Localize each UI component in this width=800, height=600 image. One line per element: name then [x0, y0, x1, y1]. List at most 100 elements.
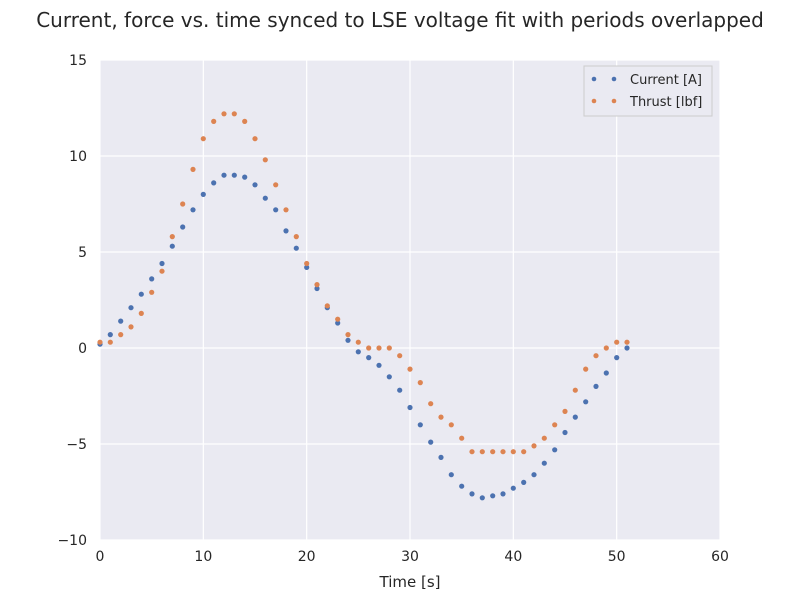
- thrust-point: [200, 136, 206, 142]
- legend-marker-thrust: [591, 98, 597, 104]
- thrust-point: [304, 260, 310, 267]
- current-point: [407, 404, 413, 411]
- x-tick-label: 0: [96, 549, 105, 565]
- y-tick-label: −10: [57, 533, 87, 549]
- current-point: [149, 276, 155, 282]
- legend: Current [A] Thrust [lbf]: [583, 65, 713, 117]
- current-point: [603, 370, 609, 376]
- current-point: [304, 264, 310, 270]
- thrust-point: [231, 111, 237, 117]
- current-point: [583, 399, 589, 405]
- thrust-point: [479, 449, 485, 455]
- current-point: [107, 332, 113, 338]
- thrust-point: [138, 310, 144, 316]
- current-point: [366, 355, 372, 361]
- current-point: [262, 195, 268, 201]
- thrust-point: [614, 339, 620, 345]
- thrust-point: [552, 422, 558, 428]
- y-tick-label: −5: [66, 437, 87, 453]
- thrust-point: [159, 268, 165, 274]
- legend-box: [583, 65, 713, 117]
- current-point: [273, 207, 279, 213]
- current-point: [283, 228, 289, 234]
- thrust-point: [541, 435, 547, 441]
- thrust-point: [97, 339, 103, 345]
- current-point: [521, 479, 527, 485]
- current-point: [293, 245, 299, 251]
- current-point: [541, 460, 547, 466]
- thrust-point: [376, 345, 382, 351]
- current-point: [180, 224, 186, 230]
- x-tick-label: 60: [711, 549, 729, 565]
- current-point: [128, 305, 134, 311]
- current-point: [624, 345, 630, 351]
- current-point: [593, 383, 599, 389]
- thrust-point: [510, 449, 516, 455]
- thrust-point: [293, 234, 299, 240]
- thrust-point: [221, 111, 227, 117]
- thrust-point: [562, 408, 568, 414]
- thrust-point: [118, 332, 124, 338]
- thrust-point: [335, 316, 341, 322]
- thrust-point: [624, 339, 630, 345]
- current-point: [221, 172, 227, 178]
- current-point: [345, 337, 351, 343]
- current-point: [397, 387, 403, 393]
- thrust-point: [386, 345, 392, 351]
- current-series: [97, 172, 630, 501]
- current-point: [479, 495, 485, 501]
- thrust-point: [572, 387, 578, 393]
- thrust-point: [603, 345, 609, 351]
- thrust-series: [97, 111, 630, 455]
- legend-label-current: Current [A]: [630, 73, 702, 88]
- thrust-point: [314, 282, 320, 288]
- current-point: [376, 362, 382, 368]
- thrust-point: [490, 449, 496, 455]
- thrust-point: [417, 380, 423, 386]
- current-point: [231, 172, 237, 178]
- current-point: [438, 454, 444, 460]
- current-point: [500, 491, 506, 497]
- current-point: [552, 447, 558, 453]
- current-point: [510, 485, 516, 491]
- thrust-point: [355, 339, 361, 345]
- current-point: [190, 207, 196, 213]
- current-point: [355, 349, 361, 355]
- thrust-point: [583, 366, 589, 372]
- thrust-point: [448, 422, 454, 428]
- current-point: [459, 483, 465, 489]
- thrust-point: [273, 182, 279, 188]
- current-point: [428, 439, 434, 445]
- legend-marker-thrust: [611, 98, 617, 104]
- x-tick-label: 10: [194, 549, 212, 565]
- thrust-point: [397, 353, 403, 359]
- current-point: [386, 374, 392, 380]
- current-point: [252, 182, 258, 188]
- current-point: [200, 191, 206, 197]
- current-point: [242, 174, 248, 180]
- thrust-point: [521, 449, 527, 455]
- x-tick-label: 30: [401, 549, 419, 565]
- thrust-point: [438, 414, 444, 420]
- current-point: [314, 285, 320, 292]
- y-tick-label: 10: [69, 149, 87, 165]
- thrust-point: [531, 443, 537, 449]
- data-points: [97, 111, 630, 501]
- current-point: [572, 414, 578, 420]
- thrust-point: [128, 324, 134, 330]
- current-point: [531, 472, 537, 478]
- legend-label-thrust: Thrust [lbf]: [629, 95, 702, 110]
- thrust-point: [459, 435, 465, 441]
- y-tick-label: 0: [78, 341, 87, 357]
- current-point: [614, 355, 620, 361]
- thrust-point: [180, 201, 186, 207]
- current-point: [562, 429, 568, 436]
- legend-marker-current: [591, 76, 597, 82]
- thrust-point: [428, 401, 434, 407]
- legend-marker-current: [611, 76, 617, 82]
- current-point: [138, 291, 144, 297]
- x-axis-label: Time [s]: [379, 573, 441, 591]
- chart-title: Current, force vs. time synced to LSE vo…: [36, 8, 764, 32]
- thrust-point: [500, 449, 506, 455]
